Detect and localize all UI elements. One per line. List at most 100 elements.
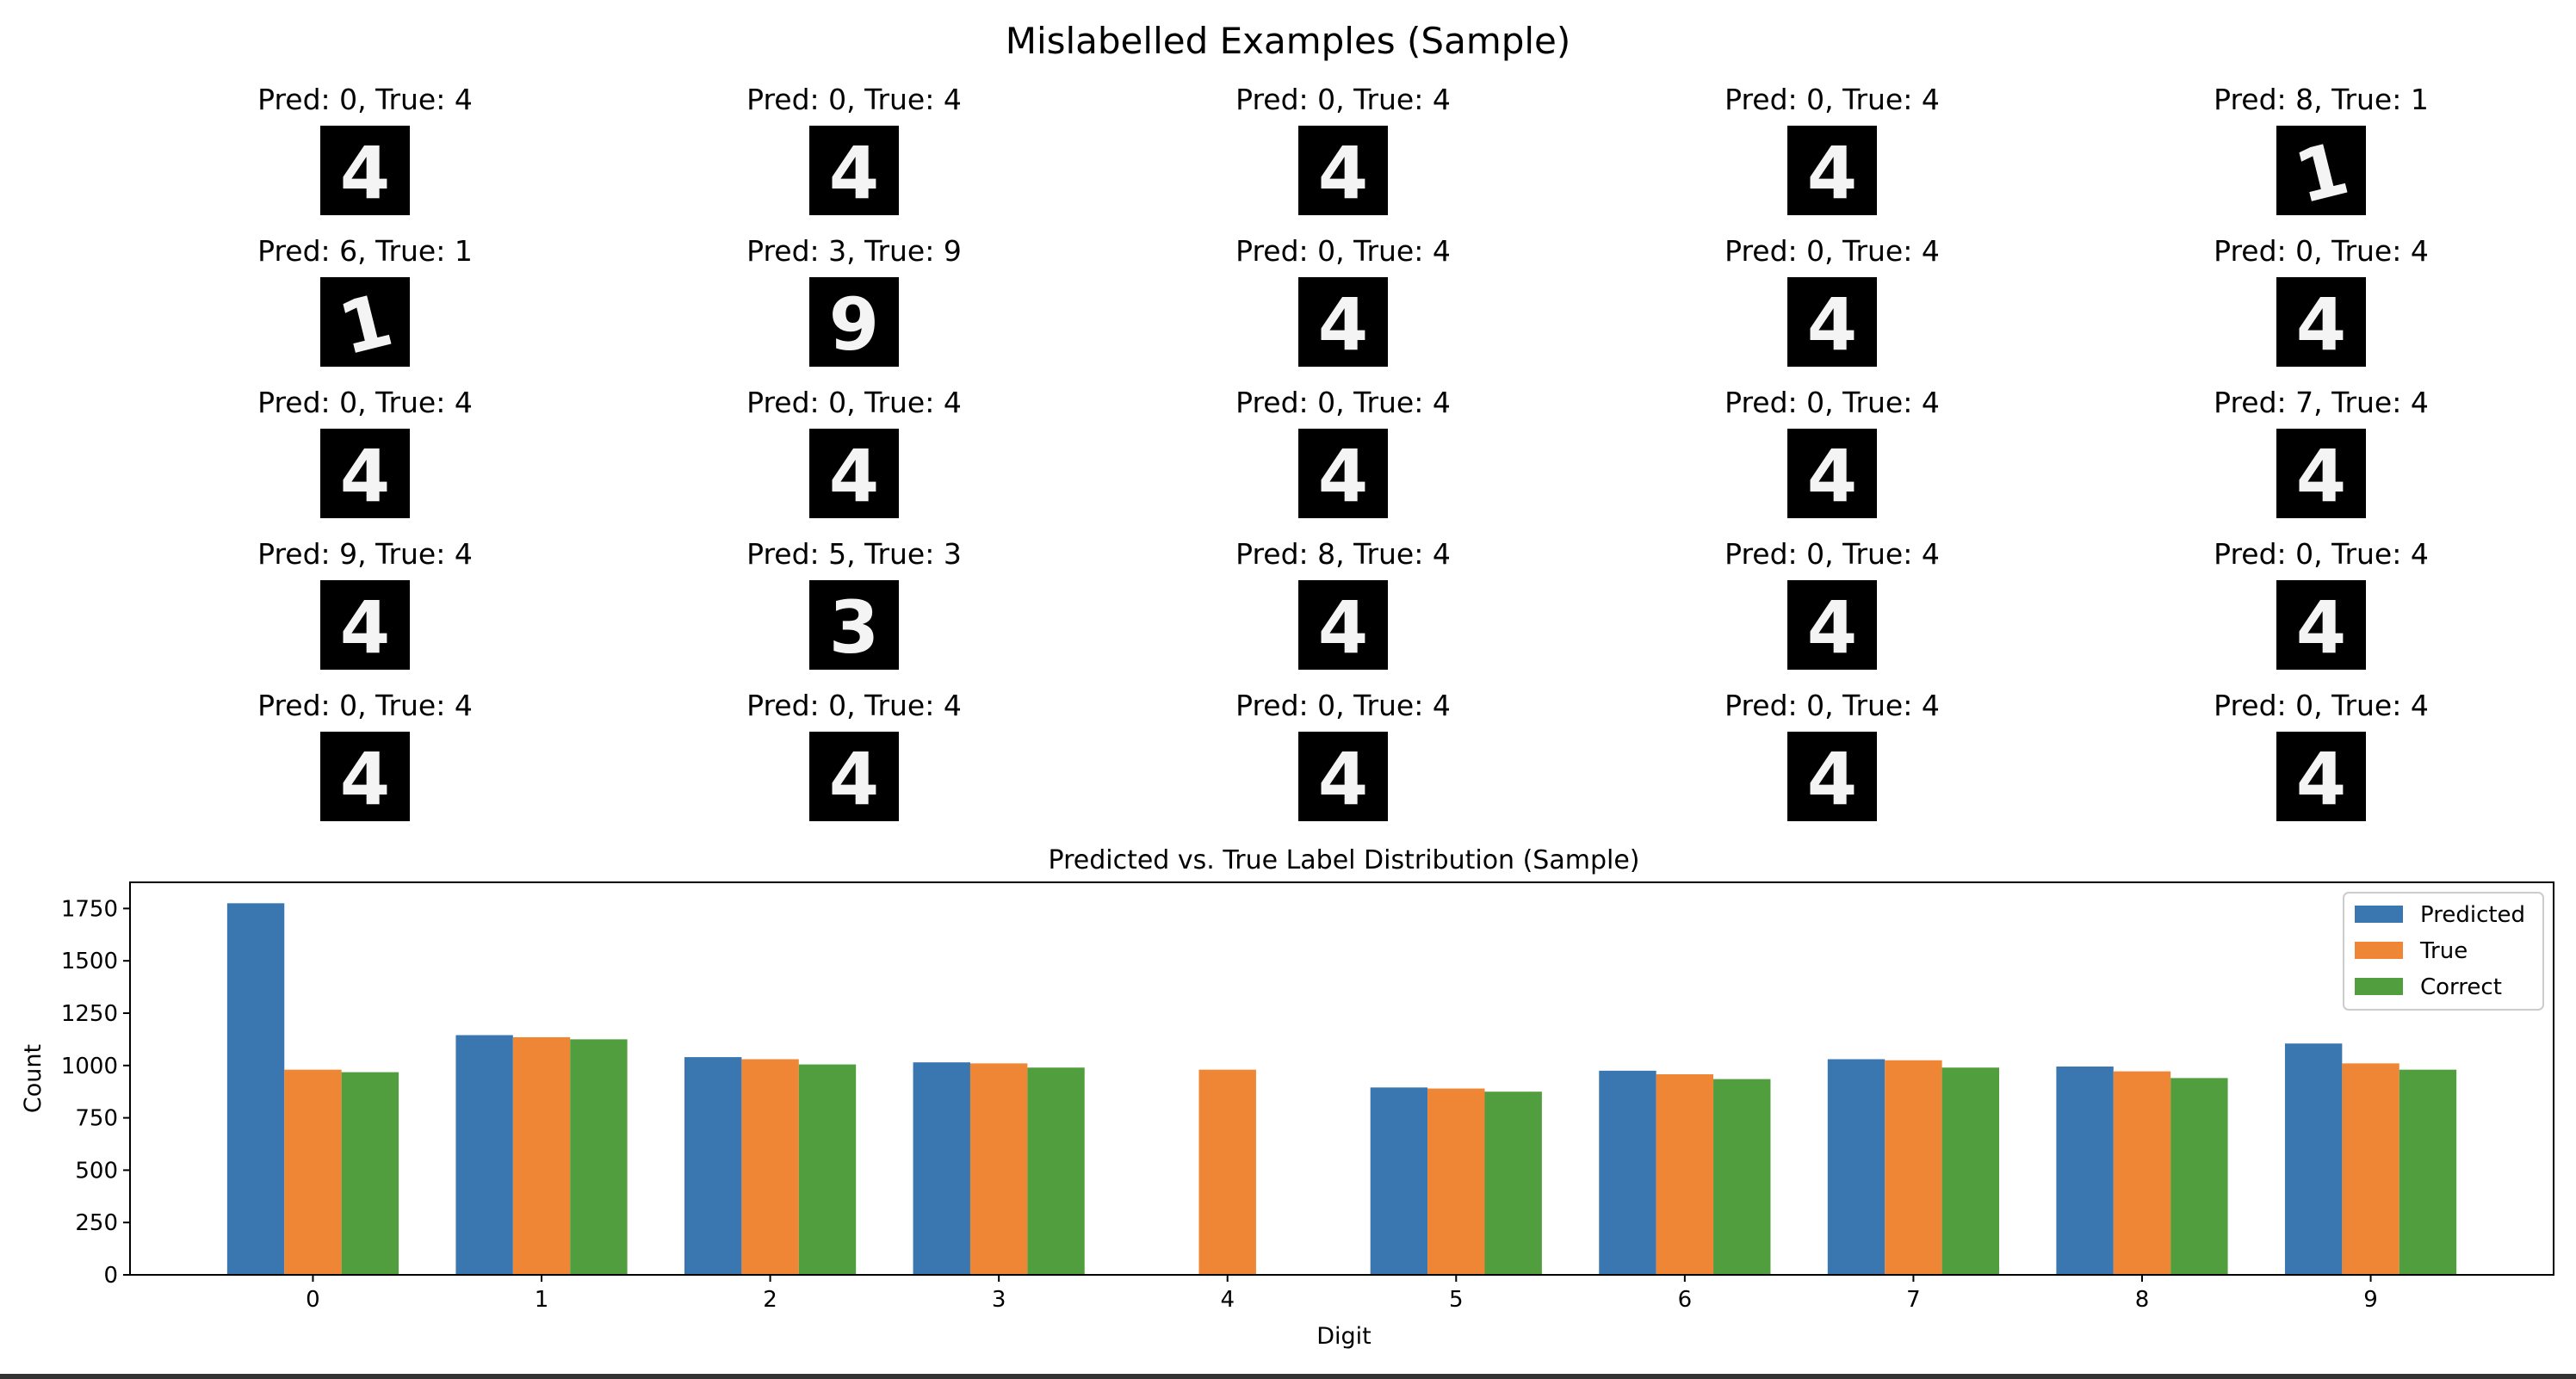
digit-glyph: 4 [1318,434,1368,518]
y-tick-label: 1000 [61,1054,118,1079]
legend-swatch-predicted [2355,906,2403,923]
sample-digit-image: 4 [1298,732,1388,821]
bar-true-5 [1427,1088,1485,1275]
legend: Predicted True Correct [2343,892,2544,1011]
sample-label: Pred: 0, True: 4 [1725,537,1940,571]
sample-label: Pred: 3, True: 9 [746,234,962,268]
bar-correct-7 [1941,1067,2000,1275]
legend-label-correct: Correct [2420,974,2502,1000]
bar-predicted-3 [913,1062,970,1275]
digit-glyph: 4 [340,737,390,821]
sample-digit-image: 4 [2276,580,2366,670]
sample-digit-image: 4 [1787,429,1877,518]
legend-swatch-true [2355,942,2403,959]
bar-true-0 [284,1069,342,1275]
sample-label: Pred: 7, True: 4 [2214,386,2429,419]
y-tick-label: 1500 [61,949,118,974]
plot-frame [129,881,2554,1276]
digit-glyph: 9 [829,282,879,367]
sample-digit-image: 4 [1298,126,1388,215]
bar-predicted-0 [226,903,285,1275]
y-axis: 0 250 500 750 1000 1250 1500 1750 [61,896,130,1289]
digit-glyph: 4 [2296,737,2346,821]
bar-correct-8 [2170,1078,2228,1275]
digit-glyph: 4 [829,737,879,821]
sample-label: Pred: 6, True: 1 [257,234,473,268]
sample-digit-image: 4 [1787,126,1877,215]
bar-predicted-8 [2056,1067,2114,1275]
sample-digit-image: 4 [809,126,899,215]
bar-predicted-9 [2284,1043,2343,1275]
bar-predicted-6 [1599,1070,1656,1275]
x-tick-label: 0 [306,1287,320,1313]
sample-label: Pred: 0, True: 4 [2214,234,2429,268]
sample-label: Pred: 0, True: 4 [1235,689,1451,722]
sample-digit-image: 1 [320,277,410,372]
digit-glyph: 4 [1318,282,1368,367]
bar-correct-9 [2399,1069,2457,1275]
digit-glyph: 4 [1318,737,1368,821]
bar-true-9 [2342,1063,2400,1275]
sample-label: Pred: 8, True: 1 [2214,83,2429,116]
sample-digit-image: 4 [320,732,410,821]
sample-label: Pred: 0, True: 4 [1725,689,1940,722]
bar-correct-3 [1027,1067,1085,1275]
x-tick-label: 3 [992,1287,1006,1313]
sample-label: Pred: 9, True: 4 [257,537,473,571]
legend-label-predicted: Predicted [2420,902,2525,928]
x-tick-label: 8 [2135,1287,2150,1313]
sample-label: Pred: 0, True: 4 [746,83,962,116]
sample-digit-image: 4 [1787,580,1877,670]
sample-label: Pred: 8, True: 4 [1235,537,1451,571]
bar-predicted-2 [684,1057,742,1275]
x-axis: 0 1 2 3 4 5 6 7 8 9 [306,1275,2378,1313]
bar-predicted-7 [1827,1059,1886,1275]
x-axis-label: Digit [1316,1323,1372,1350]
digit-glyph: 3 [829,585,879,670]
sample-digit-image: 4 [809,429,899,518]
digit-glyph: 4 [2296,434,2346,518]
sample-digit-image: 3 [809,580,899,670]
y-tick-label: 750 [75,1106,118,1132]
y-tick-label: 1250 [61,1001,118,1027]
digit-glyph: 4 [1807,737,1857,821]
sample-digit-image: 1 [2276,126,2366,220]
digit-glyph: 4 [1807,131,1857,215]
y-tick-label: 250 [75,1210,118,1236]
sample-digit-image: 4 [1298,277,1388,367]
x-tick-label: 2 [763,1287,777,1313]
digit-glyph: 4 [1318,131,1368,215]
digit-glyph: 4 [340,434,390,518]
x-tick-label: 9 [2363,1287,2378,1313]
sample-digit-image: 9 [809,277,899,367]
sample-label: Pred: 0, True: 4 [1725,386,1940,419]
sample-digit-image: 4 [2276,732,2366,821]
digit-glyph: 4 [1318,585,1368,670]
sample-digit-image: 4 [1298,429,1388,518]
digit-glyph: 4 [829,434,879,518]
sample-label: Pred: 0, True: 4 [257,689,473,722]
sample-label: Pred: 0, True: 4 [746,386,962,419]
sample-digit-image: 4 [320,429,410,518]
x-tick-label: 1 [535,1287,549,1313]
sample-digit-image: 4 [2276,429,2366,518]
digit-glyph: 4 [340,131,390,215]
sample-label: Pred: 0, True: 4 [1235,386,1451,419]
digit-glyph: 4 [2296,585,2346,670]
bar-predicted-1 [455,1035,513,1275]
y-tick-label: 500 [75,1158,118,1184]
bar-true-1 [512,1036,571,1275]
sample-label: Pred: 0, True: 4 [746,689,962,722]
digit-glyph: 4 [2296,282,2346,367]
y-tick-label: 0 [103,1263,118,1289]
bar-correct-5 [1484,1091,1542,1275]
legend-label-true: True [2419,938,2468,964]
digit-glyph: 4 [1807,585,1857,670]
chart-title: Predicted vs. True Label Distribution (S… [1049,845,1640,875]
sample-label: Pred: 0, True: 4 [1725,83,1940,116]
y-tick-label: 1750 [61,896,118,922]
y-axis-label: Count [20,1044,46,1113]
digit-glyph: 4 [1807,282,1857,367]
bar-true-8 [2113,1071,2171,1275]
